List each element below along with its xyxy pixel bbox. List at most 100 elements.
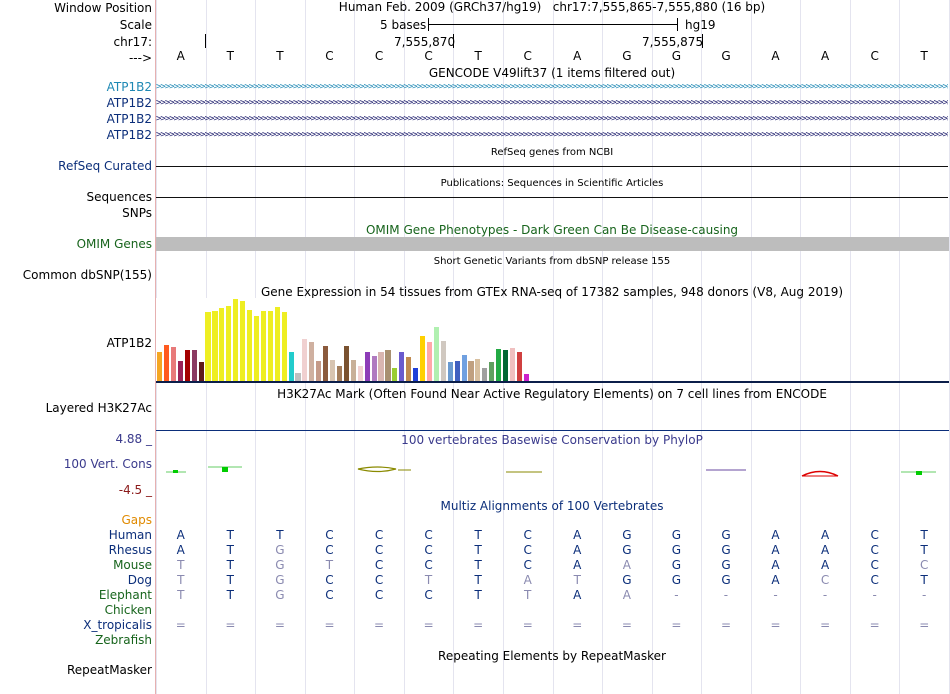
gtex-bar[interactable] <box>433 327 439 382</box>
gene-model-arrows[interactable]: >>>>>>>>>>>>>>>>>>>>>>>>>>>>>>>>>>>>>>>>… <box>156 83 948 92</box>
gtex-label[interactable]: ATP1B2 <box>106 336 152 350</box>
gencode-gene-label[interactable]: ATP1B2 <box>106 128 152 142</box>
conservation-max: 4.88 _ <box>115 432 152 446</box>
gtex-bar[interactable] <box>170 347 176 382</box>
gtex-bar[interactable] <box>468 361 474 382</box>
gtex-bar[interactable] <box>357 366 363 382</box>
omim-title[interactable]: OMIM Gene Phenotypes - Dark Green Can Be… <box>365 223 739 237</box>
gtex-bar[interactable] <box>482 368 488 382</box>
base-letter: T <box>226 49 235 63</box>
gtex-bar[interactable] <box>302 339 308 382</box>
gaps-label[interactable]: Gaps <box>121 513 152 527</box>
gtex-bar[interactable] <box>426 342 433 382</box>
dbsnp-label[interactable]: Common dbSNP(155) <box>22 268 152 282</box>
gtex-bar[interactable] <box>233 299 239 382</box>
publications-title[interactable]: Publications: Sequences in Scientific Ar… <box>440 178 664 189</box>
species-label[interactable]: Chicken <box>104 603 152 617</box>
gtex-bar[interactable] <box>461 355 467 382</box>
gtex-bar[interactable] <box>475 359 481 382</box>
gencode-gene-label[interactable]: ATP1B2 <box>106 112 152 126</box>
gtex-bar[interactable] <box>330 360 336 382</box>
gtex-bar[interactable] <box>219 308 225 382</box>
gtex-bar[interactable] <box>274 307 280 382</box>
omim-track-bar[interactable] <box>156 237 949 251</box>
gtex-bar[interactable] <box>509 348 516 382</box>
gene-model-arrows[interactable]: >>>>>>>>>>>>>>>>>>>>>>>>>>>>>>>>>>>>>>>>… <box>156 115 948 124</box>
gencode-gene-label[interactable]: ATP1B2 <box>106 96 152 110</box>
gtex-bar[interactable] <box>406 357 412 382</box>
species-label[interactable]: Elephant <box>98 588 152 602</box>
gtex-bar[interactable] <box>350 360 356 382</box>
gtex-bar[interactable] <box>503 350 509 382</box>
gtex-bar[interactable] <box>198 362 204 382</box>
h3k27ac-title[interactable]: H3K27Ac Mark (Often Found Near Active Re… <box>277 387 827 401</box>
conservation-label[interactable]: 100 Vert. Cons <box>63 457 152 471</box>
gtex-bar[interactable] <box>399 352 405 382</box>
gtex-bar[interactable] <box>295 373 301 382</box>
gtex-bar[interactable] <box>212 311 218 382</box>
gtex-bar[interactable] <box>371 356 377 382</box>
gtex-bar[interactable] <box>496 349 502 382</box>
conservation-graph[interactable] <box>156 455 949 485</box>
gtex-bar[interactable] <box>226 306 232 382</box>
gtex-bar[interactable] <box>392 368 398 382</box>
gene-model-arrows[interactable]: >>>>>>>>>>>>>>>>>>>>>>>>>>>>>>>>>>>>>>>>… <box>156 131 948 140</box>
gtex-bar[interactable] <box>516 352 522 382</box>
refseq-title[interactable]: RefSeq genes from NCBI <box>490 147 614 158</box>
gtex-bar[interactable] <box>323 346 329 382</box>
species-label[interactable]: Mouse <box>113 558 152 572</box>
species-label[interactable]: Dog <box>127 573 152 587</box>
dbsnp-title[interactable]: Short Genetic Variants from dbSNP releas… <box>433 256 671 267</box>
gencode-title[interactable]: GENCODE V49lift37 (1 items filtered out) <box>428 66 676 80</box>
gtex-bar[interactable] <box>413 368 419 382</box>
gtex-bar[interactable] <box>378 352 384 382</box>
gtex-bar[interactable] <box>205 312 211 382</box>
conservation-title[interactable]: 100 vertebrates Basewise Conservation by… <box>401 433 703 447</box>
cons-mark <box>357 466 397 473</box>
species-label[interactable]: X_tropicalis <box>83 618 152 632</box>
gtex-bar[interactable] <box>364 352 370 382</box>
gtex-bar[interactable] <box>163 345 170 382</box>
alignment-base: C <box>820 573 830 587</box>
gtex-bar[interactable] <box>489 362 495 382</box>
gtex-bar-chart[interactable] <box>156 298 536 382</box>
gtex-bar[interactable] <box>440 341 446 382</box>
gtex-bar[interactable] <box>343 346 349 382</box>
gtex-bar[interactable] <box>420 336 426 382</box>
gtex-bar[interactable] <box>281 312 287 382</box>
gtex-bar[interactable] <box>288 352 294 382</box>
gene-model-arrows[interactable]: >>>>>>>>>>>>>>>>>>>>>>>>>>>>>>>>>>>>>>>>… <box>156 99 948 108</box>
alignment-base: = <box>919 618 930 632</box>
gtex-bar[interactable] <box>191 350 197 382</box>
gtex-bar[interactable] <box>316 361 322 382</box>
gtex-bar[interactable] <box>184 350 190 382</box>
gtex-bar[interactable] <box>309 342 315 382</box>
gtex-bar[interactable] <box>157 352 163 382</box>
omim-label[interactable]: OMIM Genes <box>76 237 152 251</box>
gtex-bar[interactable] <box>523 374 529 382</box>
gtex-bar[interactable] <box>177 361 183 382</box>
gtex-bar[interactable] <box>253 316 260 382</box>
gtex-bar[interactable] <box>240 301 246 382</box>
gtex-bar[interactable] <box>447 362 453 382</box>
repeatmasker-label[interactable]: RepeatMasker <box>66 663 152 677</box>
snps-label[interactable]: SNPs <box>122 206 152 220</box>
gtex-bar[interactable] <box>454 361 460 382</box>
gtex-bar[interactable] <box>385 350 391 382</box>
alignment-base: C <box>374 558 384 572</box>
alignment-base: A <box>573 543 582 557</box>
gtex-bar[interactable] <box>260 311 266 382</box>
repeatmasker-title[interactable]: Repeating Elements by RepeatMasker <box>438 649 666 663</box>
gtex-bar[interactable] <box>247 310 253 382</box>
species-label[interactable]: Zebrafish <box>95 633 152 647</box>
refseq-label[interactable]: RefSeq Curated <box>58 159 152 173</box>
species-label[interactable]: Human <box>108 528 152 542</box>
multiz-title[interactable]: Multiz Alignments of 100 Vertebrates <box>440 499 664 513</box>
gtex-title[interactable]: Gene Expression in 54 tissues from GTEx … <box>260 285 844 299</box>
species-label[interactable]: Rhesus <box>108 543 152 557</box>
gtex-bar[interactable] <box>336 366 343 382</box>
h3k27ac-label[interactable]: Layered H3K27Ac <box>45 401 152 415</box>
sequences-label[interactable]: Sequences <box>86 190 152 204</box>
gencode-gene-label[interactable]: ATP1B2 <box>106 80 152 94</box>
gtex-bar[interactable] <box>267 311 273 382</box>
